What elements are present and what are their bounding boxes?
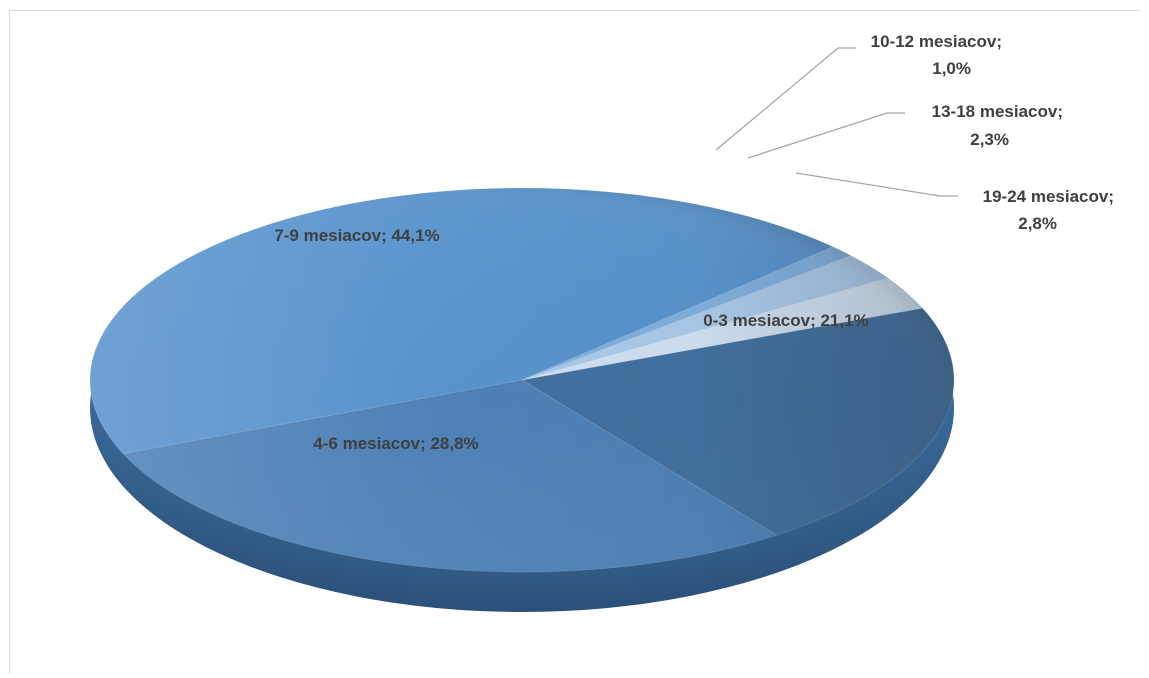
data-label-10-12-name: 10-12 mesiacov;	[871, 32, 1002, 51]
data-labels: 0-3 mesiacov; 21,1% 4-6 mesiacov; 28,8% …	[274, 32, 1114, 453]
data-label-4-6: 4-6 mesiacov; 28,8%	[313, 434, 478, 453]
data-label-10-12-value: 1,0%	[932, 59, 971, 78]
pie-slices	[89, 187, 955, 573]
leader-line-10-12	[715, 47, 856, 151]
data-label-13-18-value: 2,3%	[970, 130, 1009, 149]
chart-area	[9, 10, 1140, 674]
leader-line-19-24	[795, 172, 958, 197]
data-label-19-24-value: 2,8%	[1018, 214, 1057, 233]
leader-lines	[715, 47, 958, 197]
leader-line-13-18	[747, 112, 905, 159]
data-label-7-9: 7-9 mesiacov; 44,1%	[274, 226, 439, 245]
data-label-13-18-name: 13-18 mesiacov;	[932, 102, 1063, 121]
data-label-0-3: 0-3 mesiacov; 21,1%	[703, 311, 868, 330]
data-label-19-24-name: 19-24 mesiacov;	[983, 187, 1114, 206]
